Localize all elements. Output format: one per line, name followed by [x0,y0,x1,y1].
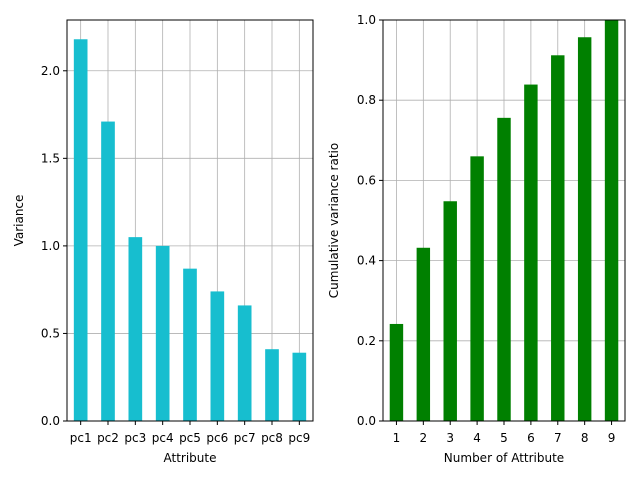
y-tick-label: 0.6 [357,173,376,187]
bar-pc3 [128,237,143,421]
y-tick-label: 0.4 [357,254,376,268]
x-tick-label: 2 [420,431,428,445]
y-tick-label: 2.0 [41,64,60,78]
x-axis-label: Attribute [164,451,217,465]
bar-pc8 [265,349,279,421]
y-tick-label: 0.0 [357,414,376,428]
bar-pc6 [210,291,225,421]
x-tick-label: 1 [393,431,401,445]
bar-pc2 [101,121,115,421]
x-tick-label: 7 [554,431,562,445]
y-tick-label: 1.0 [41,239,60,253]
chart-cumulative-variance-ratio: 0.0 0.2 0.4 0.6 0.8 1.0 1 2 3 4 5 6 7 8 9 Number of Att… [327,13,626,465]
bar-5 [497,117,511,422]
x-tick-label: 8 [581,431,589,445]
y-tick-label: 1.0 [357,13,376,27]
bar-2 [416,247,431,421]
x-tick-label: pc5 [179,431,201,445]
x-tick-label: pc2 [97,431,119,445]
bar-3 [443,201,457,421]
x-tick-label: pc7 [234,431,256,445]
x-tick-label: 9 [608,431,616,445]
x-tick-label: pc6 [206,431,228,445]
y-tick-label: 0.0 [41,414,60,428]
bar-6 [524,84,538,421]
bar-pc1 [73,39,88,421]
bar-pc7 [237,305,252,421]
bar-pc9 [292,352,307,421]
bar-4 [470,156,484,421]
x-tick-label: pc8 [261,431,283,445]
x-axis-label: Number of Attribute [444,451,564,465]
y-axis-label: Variance [12,195,26,247]
bar-pc4 [155,245,170,421]
x-tick-label: 4 [473,431,481,445]
x-tick-label: 5 [500,431,508,445]
y-tick-label: 0.2 [357,334,376,348]
x-tick-label: 3 [446,431,454,445]
y-tick-label: 1.5 [41,151,60,165]
chart-variance: 0.0 0.5 1.0 1.5 2.0 pc1 pc2 pc3 pc4 pc5 pc6 pc7 pc8 p… [12,19,314,465]
x-tick-label: pc9 [288,431,310,445]
bar-9 [604,20,619,421]
y-axis-label: Cumulative variance ratio [327,143,341,298]
bar-1 [389,323,404,421]
bar-pc5 [183,268,197,421]
y-tick-label: 0.8 [357,93,376,107]
x-tick-label: pc1 [70,431,92,445]
bar-7 [551,55,565,422]
x-tick-label: pc3 [124,431,146,445]
y-tick-label: 0.5 [41,326,60,340]
x-tick-label: 6 [527,431,535,445]
x-tick-label: pc4 [152,431,174,445]
bar-8 [577,37,592,421]
